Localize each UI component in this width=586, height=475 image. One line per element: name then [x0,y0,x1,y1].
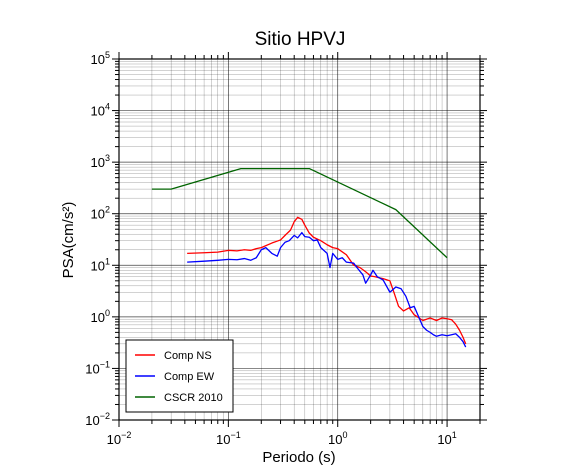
legend-label: CSCR 2010 [164,392,223,404]
x-axis-label: Periodo (s) [262,449,335,466]
grid-lines [118,58,481,421]
axis-ticks: 10−2 10−1 100 101 10−2 10−1 100 101 102 103 104 105 [85,50,487,447]
y-tick-label: 105 [91,50,110,67]
y-tick-label: 103 [91,153,110,170]
chart-title: Sitio HPVJ [255,29,346,50]
y-tick-label: 10−1 [85,359,110,376]
data-series [151,167,467,348]
series-line-cscr-2010 [151,167,448,259]
x-tick-label: 10−2 [107,430,132,447]
y-tick-label: 102 [91,205,110,222]
series-line-comp-ns [187,216,467,345]
legend-label: Comp EW [164,371,215,383]
y-axis-label: PSA(cm/s²) [60,202,77,279]
series-line-comp-ew [187,231,467,348]
x-tick-label: 10−1 [216,430,241,447]
y-tick-label: 100 [91,308,110,325]
y-tick-label: 101 [91,256,110,273]
x-tick-label: 101 [437,430,456,447]
x-tick-label: 100 [328,430,347,447]
y-tick-label: 10−2 [85,411,110,428]
legend: Comp NS Comp EW CSCR 2010 [125,339,234,413]
y-tick-label: 104 [91,102,110,119]
plot-frame [118,58,481,421]
legend-label: Comp NS [164,350,212,362]
